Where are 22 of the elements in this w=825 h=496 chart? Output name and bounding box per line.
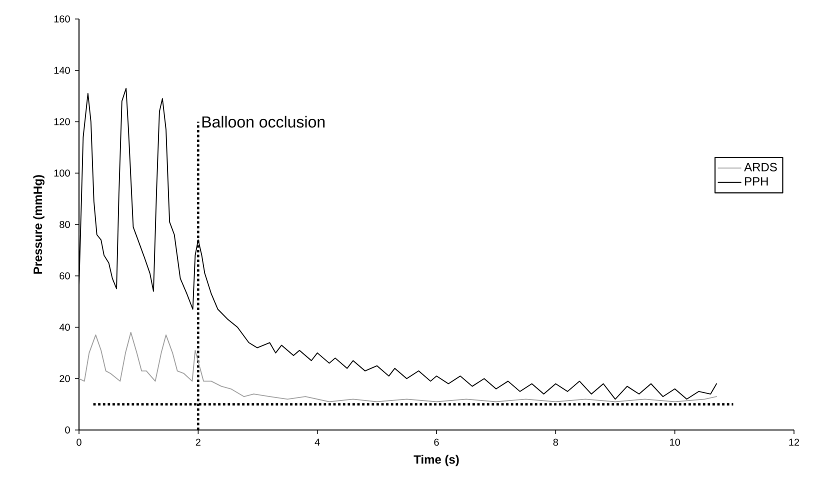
x-tick-label: 12	[789, 438, 800, 446]
y-tick-label: 20	[60, 375, 70, 382]
y-tick-label: 100	[54, 170, 70, 177]
legend-label: ARDS	[744, 162, 777, 172]
x-tick-label: 2	[196, 438, 200, 446]
x-tick-label: 6	[434, 438, 439, 446]
line-series	[79, 332, 718, 402]
x-tick-label: 10	[670, 438, 680, 446]
y-tick-label: 140	[54, 66, 70, 74]
y-tick-label: 160	[54, 15, 70, 23]
x-tick-label: 4	[314, 438, 320, 446]
ref-line-label: Balloon occlusion	[202, 116, 325, 128]
y-tick-label: 80	[60, 220, 70, 228]
x-axis-title: Time (s)	[414, 454, 459, 466]
x-tick-label: 0	[76, 438, 82, 446]
y-tick-label: 60	[60, 272, 70, 280]
y-tick-label: 120	[54, 118, 70, 126]
x-tick-label: 8	[553, 438, 558, 446]
y-axis-title: Pressure (mmHg)	[33, 175, 44, 274]
y-tick-label: 40	[59, 324, 70, 331]
y-tick-label: 0	[65, 426, 70, 434]
legend-label: PPH	[745, 177, 768, 186]
